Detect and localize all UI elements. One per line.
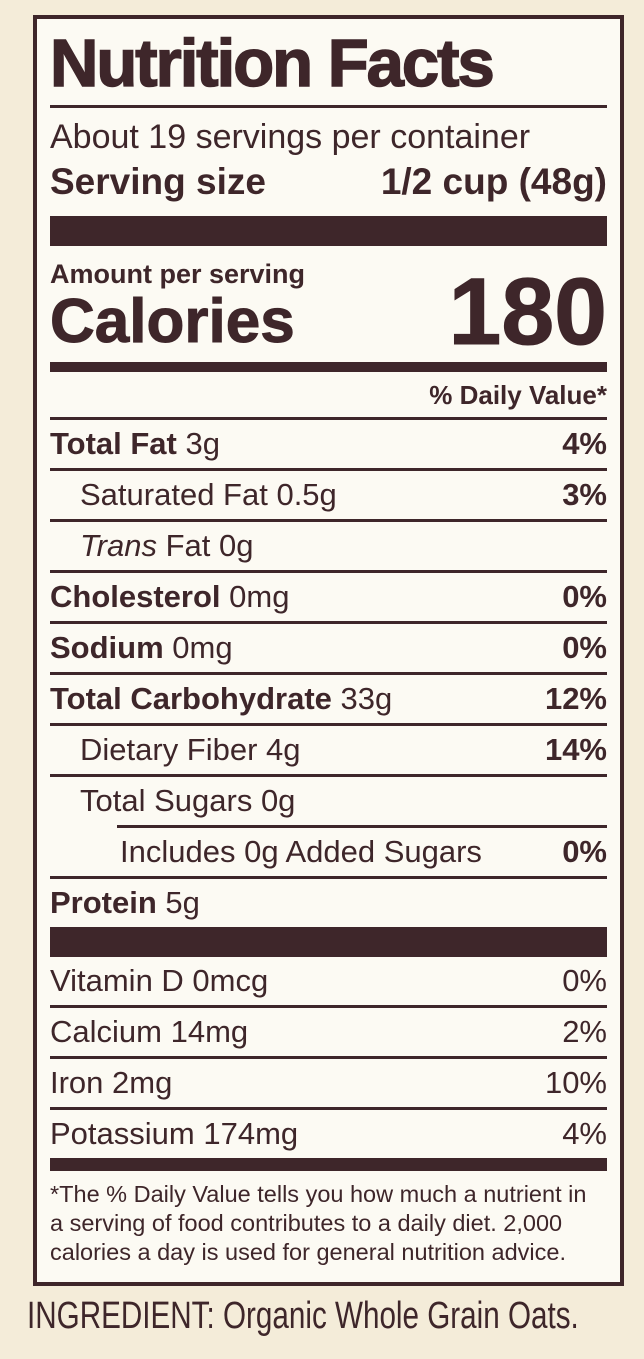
footnote-line: *The % Daily Value tells you how much a … xyxy=(50,1181,587,1207)
nutrient-row-total-carbohydrate: Total Carbohydrate 33g 12% xyxy=(50,675,607,723)
title-rule xyxy=(50,105,607,108)
row-divider xyxy=(50,417,607,420)
nutrient-row-cholesterol: Cholesterol 0mg 0% xyxy=(50,573,607,621)
nutrient-name-amount: Total Fat 3g xyxy=(50,426,220,461)
nutrient-row-protein: Protein 5g xyxy=(50,879,607,927)
row-divider xyxy=(50,1107,607,1110)
serving-size-value: 1/2 cup (48g) xyxy=(380,161,607,202)
calories-separator-bar xyxy=(50,362,607,372)
nutrient-row-total-fat: Total Fat 3g 4% xyxy=(50,420,607,468)
row-divider xyxy=(50,774,607,777)
nutrient-dv: 14% xyxy=(544,732,607,767)
row-divider xyxy=(50,519,607,522)
nutrient-row-trans-fat: Trans Fat 0g xyxy=(50,522,607,570)
row-divider xyxy=(50,621,607,624)
panel-title: Nutrition Facts xyxy=(49,26,495,101)
row-divider xyxy=(50,672,607,675)
nutrient-name-amount: Dietary Fiber 4g xyxy=(80,732,301,767)
nutrient-name-amount: Total Sugars 0g xyxy=(80,783,296,818)
nutrient-row-saturated-fat: Saturated Fat 0.5g 3% xyxy=(50,471,607,519)
daily-value-footnote: *The % Daily Value tells you how much a … xyxy=(50,1171,607,1282)
nutrient-row-total-sugars: Total Sugars 0g xyxy=(50,777,607,825)
row-divider xyxy=(50,1005,607,1008)
calories-value: 180 xyxy=(448,259,608,365)
nutrient-dv: 12% xyxy=(544,681,607,716)
nutrient-row-dietary-fiber: Dietary Fiber 4g 14% xyxy=(50,726,607,774)
nutrient-name-amount: Total Carbohydrate 33g xyxy=(50,681,393,716)
vitamin-rows-section: Vitamin D 0mcg 0% Calcium 14mg 2% Iron 2… xyxy=(50,957,607,1158)
vitamin-dv: 2% xyxy=(562,1014,607,1049)
serving-size-label: Serving size xyxy=(50,161,266,202)
vitamin-row-iron: Iron 2mg 10% xyxy=(50,1059,607,1107)
nutrient-name-amount: Saturated Fat 0.5g xyxy=(80,477,337,512)
vitamin-name-amount: Calcium 14mg xyxy=(50,1014,249,1049)
vitamin-name-amount: Vitamin D 0mcg xyxy=(50,963,269,998)
nutrient-row-added-sugars: Includes 0g Added Sugars 0% xyxy=(50,828,607,876)
footnote-line: calories a day is used for general nutri… xyxy=(50,1239,566,1265)
vitamin-row-calcium: Calcium 14mg 2% xyxy=(50,1008,607,1056)
row-divider xyxy=(50,468,607,471)
row-divider xyxy=(50,570,607,573)
nutrient-name-amount: Protein 5g xyxy=(50,885,200,920)
ingredient-statement: INGREDIENT: Organic Whole Grain Oats. xyxy=(27,1295,579,1337)
vitamin-dv: 0% xyxy=(562,963,607,998)
vitamin-row-potassium: Potassium 174mg 4% xyxy=(50,1110,607,1158)
thick-separator-bar-top xyxy=(50,216,607,246)
nutrient-rows-section: Total Fat 3g 4% Saturated Fat 0.5g 3% Tr… xyxy=(50,417,607,927)
thick-separator-bar-bottom xyxy=(50,927,607,957)
nutrient-name-amount: Trans Fat 0g xyxy=(80,528,254,563)
row-divider xyxy=(50,876,607,879)
nutrient-dv: 3% xyxy=(562,477,607,512)
row-divider xyxy=(50,1056,607,1059)
servings-per-container: About 19 servings per container xyxy=(50,118,531,156)
footnote-line: a serving of food contributes to a daily… xyxy=(50,1210,563,1236)
nutrient-name-amount: Includes 0g Added Sugars xyxy=(120,834,482,869)
nutrient-dv: 4% xyxy=(562,426,607,461)
row-divider xyxy=(50,723,607,726)
vitamin-dv: 4% xyxy=(562,1116,607,1151)
nutrient-row-sodium: Sodium 0mg 0% xyxy=(50,624,607,672)
calories-row: Calories 180 xyxy=(50,264,608,360)
amount-per-serving-label: Amount per serving xyxy=(50,259,306,289)
vitamin-name-amount: Potassium 174mg xyxy=(50,1116,299,1151)
vitamin-name-amount: Iron 2mg xyxy=(50,1065,173,1100)
footnote-separator-bar xyxy=(50,1158,607,1171)
row-divider-indented xyxy=(117,825,607,828)
serving-size-row: Serving size 1/2 cup (48g) xyxy=(50,157,607,216)
vitamin-dv: 10% xyxy=(544,1065,607,1100)
calories-label: Calories xyxy=(50,287,296,356)
nutrient-name-amount: Sodium 0mg xyxy=(50,630,233,665)
nutrient-dv: 0% xyxy=(562,834,607,869)
nutrient-dv: 0% xyxy=(562,579,607,614)
nutrition-facts-panel: Nutrition Facts About 19 servings per co… xyxy=(33,15,624,1286)
nutrient-dv: 0% xyxy=(562,630,607,665)
nutrient-name-amount: Cholesterol 0mg xyxy=(50,579,290,614)
vitamin-row-vitamin-d: Vitamin D 0mcg 0% xyxy=(50,957,607,1005)
daily-value-header: % Daily Value* xyxy=(429,380,607,410)
